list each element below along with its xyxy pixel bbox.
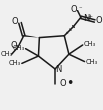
Text: O: O	[70, 5, 77, 14]
Text: N: N	[83, 14, 90, 23]
Text: •: •	[66, 77, 73, 90]
Text: ⁻: ⁻	[78, 6, 82, 12]
Polygon shape	[24, 35, 39, 38]
Text: O: O	[96, 16, 102, 26]
Text: CH₃: CH₃	[84, 41, 96, 47]
Text: +: +	[87, 14, 92, 19]
Text: N: N	[55, 65, 61, 74]
Text: CH₃: CH₃	[85, 59, 98, 65]
Text: CH₃: CH₃	[12, 45, 25, 51]
Text: O: O	[12, 17, 18, 26]
Text: O: O	[59, 79, 66, 88]
Text: O: O	[11, 41, 17, 50]
Text: CH₃: CH₃	[9, 60, 21, 66]
Text: CH₃: CH₃	[1, 51, 13, 57]
